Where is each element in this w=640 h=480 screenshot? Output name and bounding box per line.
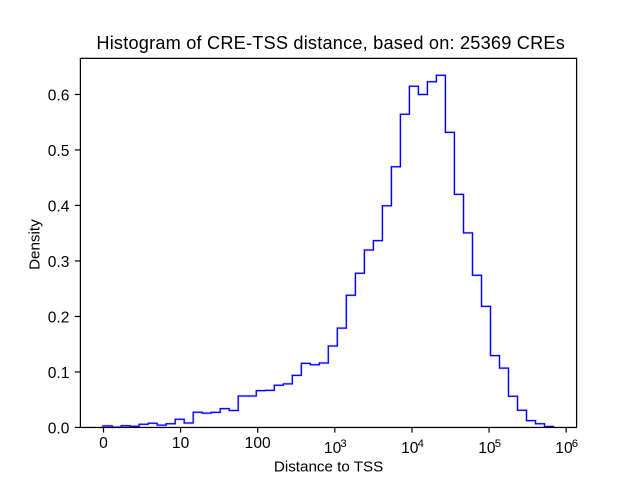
svg-text:0.0: 0.0 xyxy=(48,420,70,437)
svg-text:0.1: 0.1 xyxy=(48,365,70,382)
svg-text:0.4: 0.4 xyxy=(48,198,70,215)
svg-text:4: 4 xyxy=(418,438,424,450)
svg-text:10: 10 xyxy=(172,435,190,452)
svg-text:0.2: 0.2 xyxy=(48,309,70,326)
svg-text:Distance to TSS: Distance to TSS xyxy=(274,458,383,475)
svg-text:10: 10 xyxy=(401,440,419,457)
svg-text:Density: Density xyxy=(27,219,44,270)
svg-text:Histogram of CRE-TSS distance,: Histogram of CRE-TSS distance, based on:… xyxy=(96,33,565,53)
svg-text:5: 5 xyxy=(495,438,501,450)
svg-text:0.3: 0.3 xyxy=(48,254,70,271)
svg-text:100: 100 xyxy=(245,435,271,452)
svg-text:10: 10 xyxy=(555,440,573,457)
svg-text:0.5: 0.5 xyxy=(48,143,70,160)
svg-text:3: 3 xyxy=(340,438,346,450)
svg-text:0: 0 xyxy=(99,435,108,452)
svg-text:10: 10 xyxy=(324,440,342,457)
svg-text:6: 6 xyxy=(572,438,578,450)
svg-text:0.6: 0.6 xyxy=(48,87,70,104)
svg-text:10: 10 xyxy=(478,440,496,457)
